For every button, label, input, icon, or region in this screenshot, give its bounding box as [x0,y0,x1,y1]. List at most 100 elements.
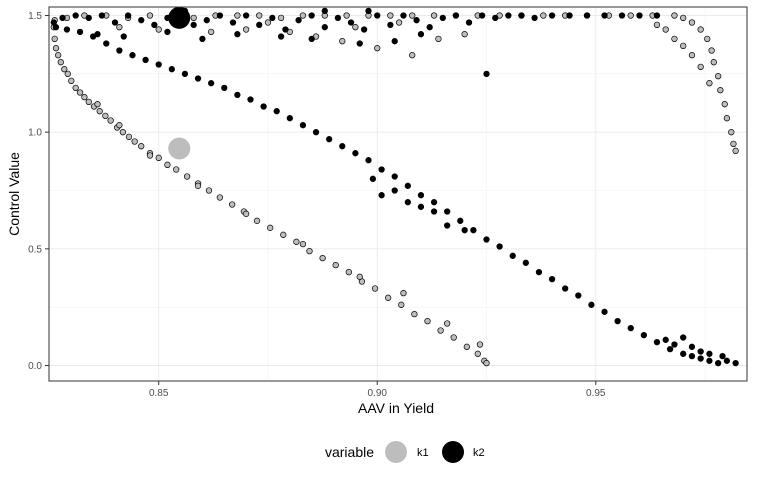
data-point-k2 [417,192,425,199]
data-point-k2 [452,12,460,19]
data-point-k1 [76,89,84,96]
data-point-k2 [706,350,713,357]
plot-panel-border [48,6,748,382]
data-point-k2 [426,24,433,31]
data-point-k1 [190,14,197,21]
data-point-k2 [365,7,372,14]
data-point-k1 [61,66,68,73]
data-point-k1 [680,42,687,49]
data-point-k2 [640,332,648,339]
data-point-k2 [666,346,674,353]
data-point-k1 [85,98,92,105]
data-point-k2 [286,115,293,122]
data-point-k1 [319,255,326,262]
data-point-k2 [365,157,372,164]
data-point-k1 [116,24,123,31]
data-point-k2 [588,301,595,308]
data-point-k2 [601,308,608,315]
data-point-k2 [76,28,84,35]
data-point-k1 [474,350,481,357]
y-axis-label: Control Value [6,152,22,236]
data-point-k2 [181,70,189,77]
data-point-k1 [688,52,696,59]
data-points [50,6,739,367]
data-point-k1 [253,217,261,224]
data-point-k1 [125,133,133,140]
data-point-k1 [395,19,403,26]
data-point-k2 [326,136,333,143]
data-point-k1 [332,262,339,269]
data-point-k2 [404,199,411,206]
data-point-k1 [343,12,350,19]
data-point-k1 [52,45,60,52]
x-tick-label: 0.85 [149,388,169,399]
data-point-k1 [208,28,215,35]
data-point-k2 [697,348,704,355]
data-point-k2 [653,12,661,19]
data-point-k2 [566,12,573,19]
data-point-k1 [234,12,241,19]
data-point-k1 [728,129,735,136]
y-tick-label: 0.0 [28,361,42,372]
data-point-k1 [732,147,739,154]
data-point-k2 [680,350,687,357]
data-point-k2 [124,12,132,19]
highlight-point-k2 [168,6,191,29]
data-point-k1 [102,112,109,119]
data-point-k2 [636,12,643,19]
data-point-k1 [51,35,58,42]
data-point-k2 [321,24,328,31]
data-point-k2 [505,12,512,19]
data-point-k1 [387,12,394,19]
data-point-k2 [732,360,739,367]
data-point-k1 [627,12,634,19]
data-point-k2 [496,243,503,250]
highlight-point-k1 [168,137,191,160]
data-point-k1 [444,320,451,327]
data-point-k1 [697,63,704,70]
legend-key-k2 [442,441,464,463]
data-point-k2 [444,208,451,215]
data-point-k1 [717,87,724,94]
data-point-k1 [721,101,728,108]
data-point-k2 [671,341,678,348]
data-point-k2 [103,40,110,47]
data-point-k1 [706,80,713,87]
legend-key-k1 [385,441,407,463]
data-point-k2 [260,103,267,110]
data-point-k2 [138,17,145,24]
data-point-k1 [277,14,285,21]
data-point-k2 [548,12,556,19]
data-point-k2 [618,12,626,19]
data-point-k1 [68,77,75,84]
data-point-k1 [216,194,224,201]
data-point-k1 [94,101,101,108]
data-point-k2 [334,14,342,21]
data-point-k2 [308,12,315,19]
data-point-k2 [430,199,438,206]
data-point-k1 [57,59,64,66]
data-point-k2 [413,17,420,24]
data-point-k1 [662,26,669,33]
data-point-k2 [662,336,669,343]
data-point-k1 [356,273,363,280]
data-point-k1 [398,301,405,308]
data-point-k2 [614,318,621,325]
data-point-k1 [483,360,490,367]
data-point-k1 [710,59,717,66]
data-point-k1 [164,161,171,168]
data-point-k1 [374,45,381,52]
data-point-k2 [199,35,206,42]
data-point-k2 [715,360,722,367]
data-point-k2 [387,21,394,28]
data-point-k1 [411,311,418,318]
data-point-k1 [116,122,123,129]
data-point-k2 [522,259,529,266]
data-point-k2 [216,12,224,19]
data-point-k2 [378,166,385,173]
data-point-k2 [653,339,661,346]
data-point-k2 [129,52,136,59]
data-point-k1 [463,343,470,350]
data-point-k2 [417,203,425,210]
